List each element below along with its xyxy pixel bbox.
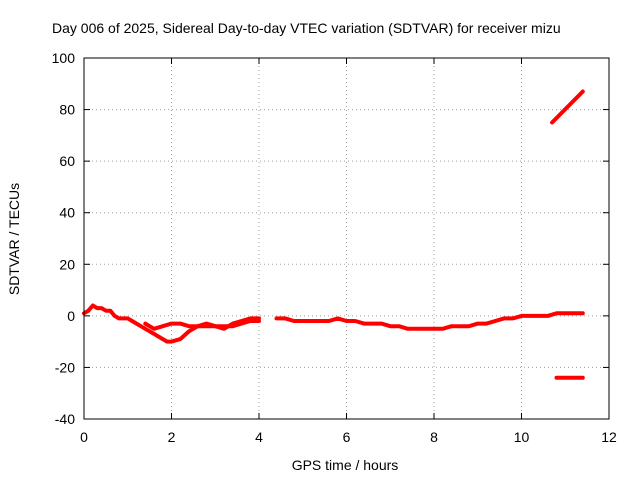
grid-lines <box>84 58 609 419</box>
series-upper-band <box>143 316 261 331</box>
y-tick-label: 100 <box>52 50 76 66</box>
x-tick-label: 10 <box>514 429 530 445</box>
y-tick-label: 80 <box>59 102 75 118</box>
y-tick-label: 0 <box>67 308 75 324</box>
series-high <box>550 89 585 125</box>
plot-frame <box>83 57 610 420</box>
chart-title: Day 006 of 2025, Sidereal Day-to-day VTE… <box>52 20 561 36</box>
x-axis-label: GPS time / hours <box>292 457 399 473</box>
y-tick-label: 60 <box>59 153 75 169</box>
data-series <box>82 89 585 380</box>
x-tick-label: 4 <box>255 429 263 445</box>
y-tick-label: -20 <box>55 359 75 375</box>
y-axis-label: SDTVAR / TECUs <box>6 183 22 295</box>
x-tick-label: 0 <box>80 429 88 445</box>
x-tick-label: 2 <box>168 429 176 445</box>
x-tick-label: 8 <box>430 429 438 445</box>
x-tick-label: 12 <box>601 429 617 445</box>
axis-ticks: 0 2 4 6 8 10 12 -40 -20 0 20 40 60 80 100 <box>52 50 617 445</box>
series-mid <box>274 311 585 331</box>
y-tick-label: -40 <box>55 411 75 427</box>
x-tick-label: 6 <box>343 429 351 445</box>
y-tick-label: 40 <box>59 205 75 221</box>
y-tick-label: 20 <box>59 256 75 272</box>
